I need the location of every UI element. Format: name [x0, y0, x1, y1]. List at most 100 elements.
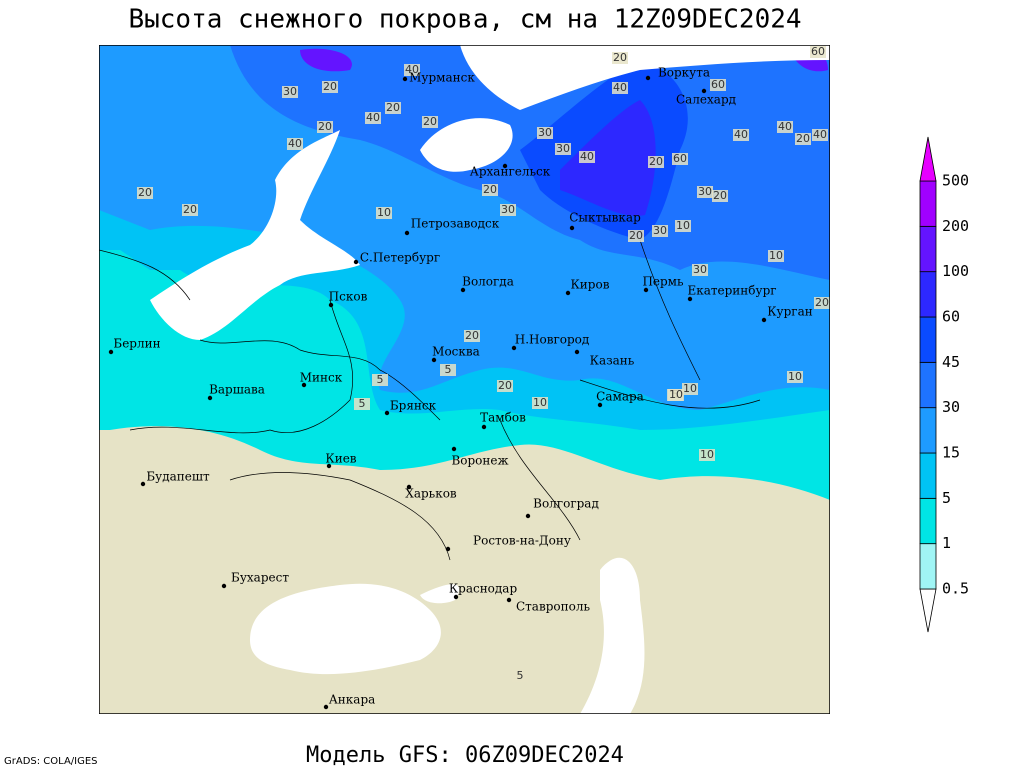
contour-label: 5 — [517, 669, 524, 682]
contour-label: 40 — [580, 150, 594, 163]
contour-label-bg — [692, 264, 708, 276]
contour-label: 5 — [377, 373, 384, 386]
contour-label: 20 — [386, 101, 400, 114]
city-label: Ростов-на-Дону — [473, 534, 571, 548]
contour-label-bg — [464, 330, 480, 342]
legend-label: 45 — [942, 353, 960, 371]
contour-label: 40 — [405, 63, 419, 76]
city-dot — [643, 287, 649, 293]
legend-cap-high — [919, 136, 937, 182]
contour-label: 10 — [788, 370, 802, 383]
city-label: Самара — [596, 390, 644, 404]
contour-label: 20 — [483, 183, 497, 196]
contour-label-bg — [317, 121, 333, 133]
city-label: Сыктывкар — [569, 211, 641, 225]
contour-label: 20 — [629, 229, 643, 242]
contour-label: 10 — [669, 388, 683, 401]
contour-label-bg — [500, 204, 516, 216]
contour-label-bg — [697, 186, 713, 198]
city-label: Брянск — [390, 399, 437, 413]
city-dot — [569, 225, 575, 231]
contour-label-bg — [699, 449, 715, 461]
contour-label-bg — [612, 52, 628, 64]
city-dot — [460, 287, 466, 293]
snow-zone — [560, 100, 656, 216]
city-dot — [687, 296, 693, 302]
city-label: Казань — [590, 354, 635, 368]
contour-label: 20 — [138, 186, 152, 199]
legend-label: 0.5 — [942, 580, 969, 598]
contour-label: 30 — [501, 203, 515, 216]
legend-label: 5 — [942, 489, 951, 507]
city-dot — [406, 484, 412, 490]
contour-label: 20 — [465, 329, 479, 342]
contour-label: 40 — [366, 111, 380, 124]
city-dot — [384, 410, 390, 416]
legend-label: 500 — [942, 172, 969, 190]
contour-label: 20 — [318, 120, 332, 133]
city-dot — [404, 230, 410, 236]
contour-label-bg — [440, 364, 456, 376]
contour-label-bg — [537, 127, 553, 139]
contour-label: 60 — [711, 78, 725, 91]
contour-label: 20 — [613, 51, 627, 64]
contour-label-bg — [814, 297, 830, 309]
contour-label: 5 — [445, 363, 452, 376]
footer: Модель GFS: 06Z09DEC2024 — [306, 743, 624, 768]
contour-label: 40 — [613, 81, 627, 94]
contour-label-bg — [579, 151, 595, 163]
contour-label-bg — [810, 46, 826, 58]
legend-label: 60 — [942, 308, 960, 326]
contour-label-bg — [712, 190, 728, 202]
city-label: Тамбов — [480, 411, 526, 425]
contour-label-bg — [354, 398, 370, 410]
city-label: Воронеж — [451, 454, 508, 468]
city-label: Берлин — [113, 337, 160, 351]
black-sea — [250, 583, 441, 675]
credit: GrADS: COLA/IGES — [4, 756, 98, 767]
city-label: Минск — [300, 371, 343, 385]
legend-swatch — [919, 407, 937, 454]
contour-label-bg — [682, 383, 698, 395]
city-dot — [402, 76, 408, 82]
contour-label: 10 — [676, 219, 690, 232]
contour-label-bg — [532, 397, 548, 409]
contour-label-bg — [812, 129, 828, 141]
contour-label: 20 — [323, 80, 337, 93]
city-label: Варшава — [209, 383, 265, 397]
city-dot — [445, 546, 451, 552]
contour-label-bg — [376, 207, 392, 219]
city-dot — [323, 704, 329, 710]
city-label: Петрозаводск — [411, 217, 500, 231]
city-dot — [506, 597, 512, 603]
contour-label: 60 — [811, 45, 825, 58]
baltic-sea — [150, 130, 360, 340]
contour-label-bg — [672, 153, 688, 165]
contour-label: 60 — [673, 152, 687, 165]
city-dot — [645, 75, 651, 81]
city-label: Вологда — [462, 275, 514, 289]
city-dot — [574, 349, 580, 355]
legend-swatch — [919, 543, 937, 590]
contour-label-bg — [372, 374, 388, 386]
contour-label-bg — [668, 389, 684, 401]
city-dot — [328, 302, 334, 308]
city-dot — [525, 513, 531, 519]
city-label: Анкара — [329, 693, 376, 707]
contour-label-bg — [282, 86, 298, 98]
legend-label: 30 — [942, 398, 960, 416]
legend-swatch — [919, 225, 937, 273]
contour-label-bg — [612, 82, 628, 94]
contour-label: 10 — [700, 448, 714, 461]
contour-label-bg — [182, 204, 198, 216]
city-dot — [108, 349, 114, 355]
contour-label: 30 — [653, 224, 667, 237]
city-label: Псков — [329, 290, 368, 304]
city-label: Курган — [767, 305, 812, 319]
title: Высота снежного покрова, см на 12Z09DEC2… — [128, 5, 801, 35]
city-dot — [701, 88, 707, 94]
city-dot — [502, 163, 508, 169]
contour-label-bg — [787, 371, 803, 383]
